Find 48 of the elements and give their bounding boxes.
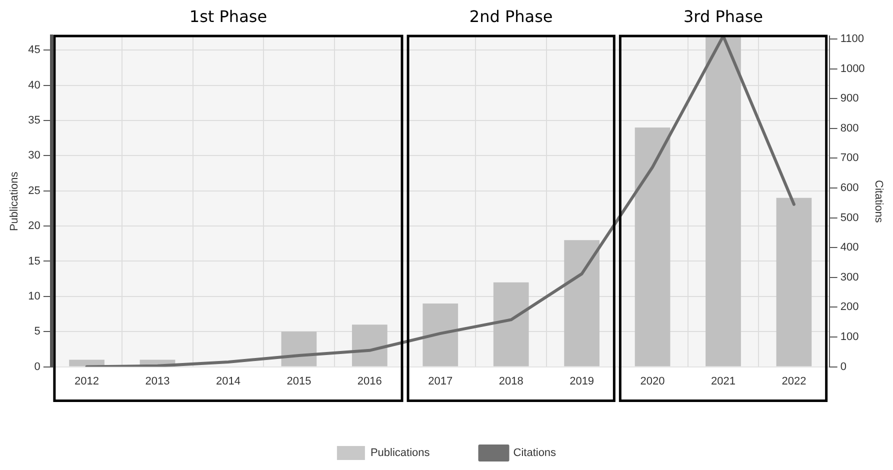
- x-tick-label: 2013: [145, 375, 170, 388]
- y2-tick-label: 100: [840, 331, 859, 344]
- bar: [422, 303, 458, 366]
- bar: [634, 128, 670, 366]
- x-tick-label: 2021: [711, 375, 736, 388]
- y-tick-label: 35: [28, 114, 40, 126]
- y-tick-label: 5: [34, 326, 40, 338]
- x-tick-label: 2014: [216, 375, 240, 388]
- bar: [493, 282, 529, 366]
- y-tick-label: 10: [28, 290, 40, 302]
- band-label: 2nd Phase: [469, 7, 553, 26]
- y2-tick-label: 900: [840, 92, 859, 105]
- y2-tick-label: 600: [840, 182, 859, 194]
- x-tick-label: 2015: [286, 375, 312, 388]
- band-label: 1st Phase: [189, 7, 268, 26]
- x-tick-label: 2020: [640, 375, 665, 388]
- x-tick-label: 2018: [498, 375, 524, 388]
- bar: [564, 240, 600, 366]
- y2-tick-label: 300: [840, 271, 859, 284]
- legend-label: Citations: [513, 447, 557, 460]
- bar: [776, 198, 812, 366]
- y-tick-label: 40: [28, 79, 40, 92]
- y2-axis-title: Citations: [872, 180, 884, 224]
- y-tick-label: 20: [28, 220, 40, 232]
- y2-tick-label: 500: [840, 212, 859, 224]
- y-tick-label: 15: [28, 255, 40, 268]
- y2-tick-label: 0: [840, 360, 846, 373]
- y2-tick-label: 1100: [840, 33, 864, 46]
- y-axis-title: Publications: [8, 171, 21, 232]
- y-tick-label: 45: [28, 44, 40, 56]
- y-tick-label: 30: [28, 150, 40, 162]
- y-tick-label: 25: [28, 184, 40, 197]
- y2-tick-label: 800: [840, 122, 859, 134]
- x-tick-label: 2017: [428, 375, 453, 388]
- y2-tick-label: 700: [840, 152, 859, 164]
- x-tick-label: 2012: [74, 375, 100, 388]
- band-label: 3rd Phase: [684, 7, 764, 26]
- bar: [706, 36, 741, 366]
- y2-tick-label: 400: [840, 242, 859, 254]
- y2-tick-label: 1000: [840, 62, 865, 75]
- y-tick-label: 0: [34, 360, 40, 373]
- bar: [281, 332, 317, 366]
- legend-label: Publications: [370, 447, 430, 460]
- bar: [352, 324, 388, 366]
- x-tick-label: 2016: [357, 375, 382, 388]
- x-tick-label: 2019: [570, 375, 594, 388]
- y2-tick-label: 200: [840, 301, 859, 314]
- x-tick-label: 2022: [782, 375, 806, 388]
